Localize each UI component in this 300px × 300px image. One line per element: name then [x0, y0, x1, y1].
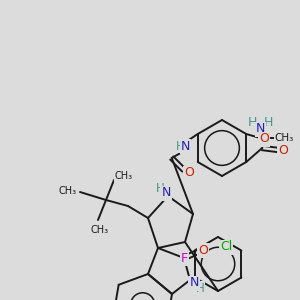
Text: CH₃: CH₃: [274, 133, 294, 143]
Text: N: N: [189, 277, 199, 290]
Text: Cl: Cl: [220, 241, 232, 254]
Text: O: O: [259, 133, 269, 146]
Text: H: H: [156, 182, 164, 194]
Text: O: O: [198, 244, 208, 256]
Text: H: H: [264, 116, 273, 128]
Text: CH₃: CH₃: [115, 171, 133, 181]
Text: O: O: [184, 167, 194, 179]
Text: CH₃: CH₃: [91, 225, 109, 235]
Text: CH₃: CH₃: [59, 186, 77, 196]
Text: F: F: [181, 252, 188, 265]
Text: N: N: [181, 140, 190, 152]
Text: H: H: [176, 140, 184, 152]
Text: H: H: [248, 116, 257, 128]
Text: N: N: [256, 122, 265, 136]
Text: N: N: [161, 187, 171, 200]
Text: H: H: [196, 281, 204, 295]
Text: O: O: [278, 143, 288, 157]
